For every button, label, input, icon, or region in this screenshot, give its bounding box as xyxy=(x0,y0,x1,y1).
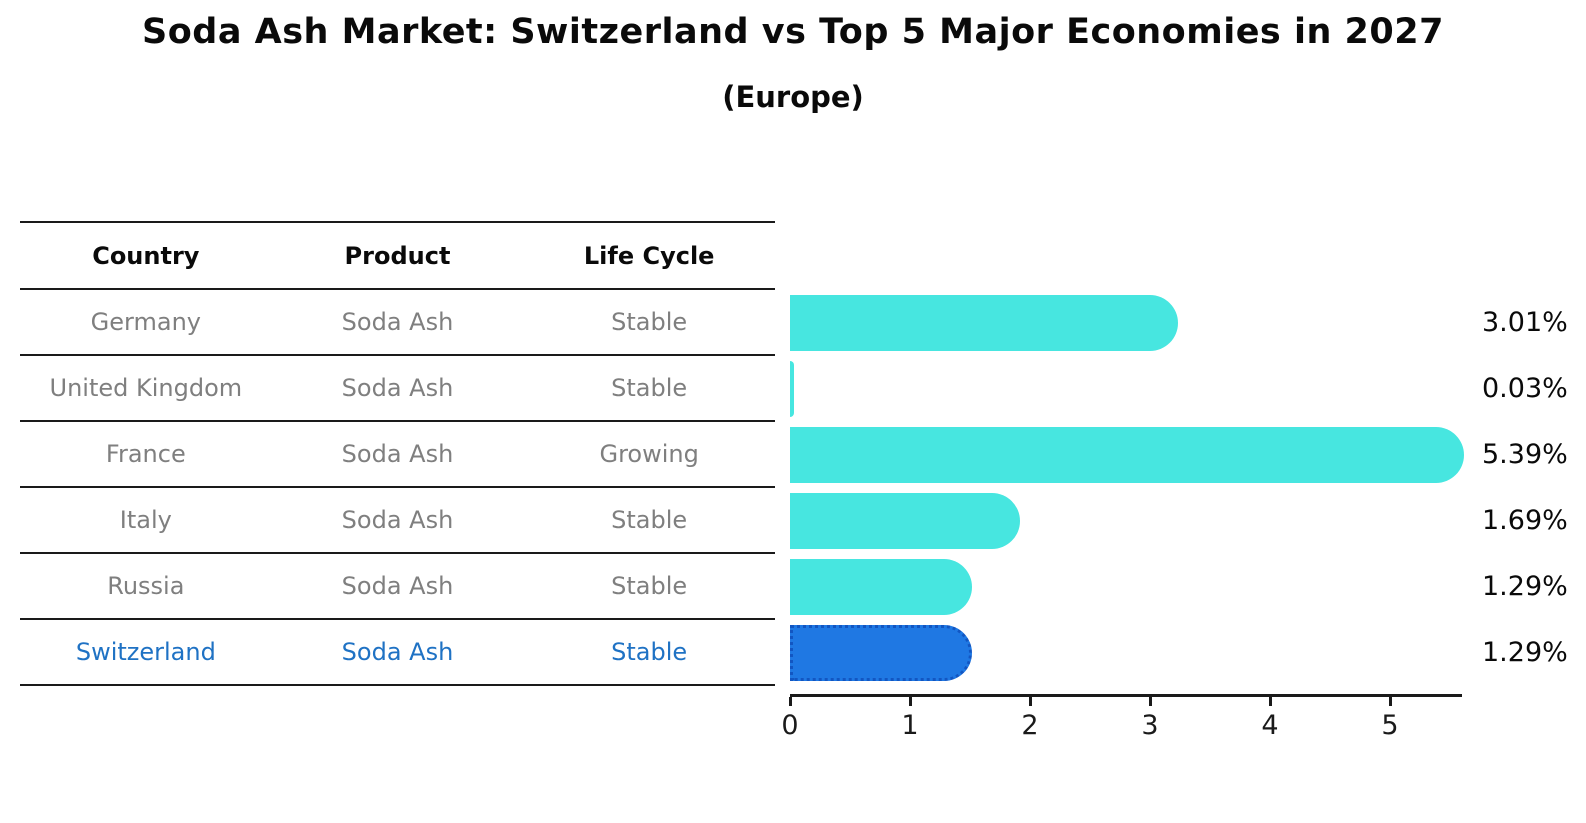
cell-life-cycle: Stable xyxy=(611,308,688,336)
bar-united-kingdom xyxy=(790,361,794,417)
value-label-italy: 1.69% xyxy=(1482,505,1568,536)
x-axis-line xyxy=(790,694,1462,697)
cell-life-cycle: Stable xyxy=(611,506,688,534)
comparison-table: Country Product Life Cycle Germany Soda Ash S… xyxy=(20,221,775,686)
bar-france xyxy=(790,427,1464,483)
x-tick-label-0: 0 xyxy=(781,710,799,741)
x-tick-mark-5 xyxy=(1389,697,1392,706)
cell-country: Switzerland xyxy=(75,638,216,666)
cell-life-cycle: Stable xyxy=(611,638,688,666)
x-tick-label-3: 3 xyxy=(1141,710,1159,741)
chart-title: Soda Ash Market: Switzerland vs Top 5 Ma… xyxy=(142,12,1444,52)
cell-country: Russia xyxy=(107,572,185,600)
table-row-united-kingdom: United Kingdom Soda Ash Stable xyxy=(20,356,775,422)
cell-product: Soda Ash xyxy=(341,374,454,402)
bar-russia xyxy=(790,559,972,615)
table-header-row: Country Product Life Cycle xyxy=(20,223,775,290)
bar-italy xyxy=(790,493,1020,549)
x-tick-label-4: 4 xyxy=(1261,710,1279,741)
cell-product: Soda Ash xyxy=(341,572,454,600)
value-label-germany: 3.01% xyxy=(1482,307,1568,338)
x-tick-mark-0 xyxy=(789,697,792,706)
value-label-france: 5.39% xyxy=(1482,439,1568,470)
cell-product: Soda Ash xyxy=(341,638,454,666)
cell-life-cycle: Stable xyxy=(611,572,688,600)
x-tick-mark-1 xyxy=(909,697,912,706)
cell-country: United Kingdom xyxy=(49,374,243,402)
column-header-life-cycle: Life Cycle xyxy=(583,241,715,270)
cell-life-cycle: Growing xyxy=(599,440,699,468)
table-row-switzerland: Switzerland Soda Ash Stable xyxy=(20,620,775,686)
x-tick-label-1: 1 xyxy=(901,710,919,741)
x-tick-mark-4 xyxy=(1269,697,1272,706)
x-tick-label-2: 2 xyxy=(1021,710,1039,741)
cell-product: Soda Ash xyxy=(341,506,454,534)
column-header-product: Product xyxy=(344,241,451,270)
cell-product: Soda Ash xyxy=(341,440,454,468)
value-label-switzerland: 1.29% xyxy=(1482,637,1568,668)
cell-life-cycle: Stable xyxy=(611,374,688,402)
cell-country: Germany xyxy=(90,308,201,336)
table-row-france: France Soda Ash Growing xyxy=(20,422,775,488)
x-tick-mark-3 xyxy=(1149,697,1152,706)
chart-subtitle: (Europe) xyxy=(722,80,864,114)
cell-country: France xyxy=(105,440,186,468)
x-tick-label-5: 5 xyxy=(1381,710,1399,741)
bar-switzerland xyxy=(790,625,972,681)
value-label-united-kingdom: 0.03% xyxy=(1482,373,1568,404)
value-label-russia: 1.29% xyxy=(1482,571,1568,602)
column-header-country: Country xyxy=(92,241,200,270)
table-row-germany: Germany Soda Ash Stable xyxy=(20,290,775,356)
table-row-russia: Russia Soda Ash Stable xyxy=(20,554,775,620)
cell-country: Italy xyxy=(119,506,172,534)
cell-product: Soda Ash xyxy=(341,308,454,336)
x-tick-mark-2 xyxy=(1029,697,1032,706)
table-row-italy: Italy Soda Ash Stable xyxy=(20,488,775,554)
bar-germany xyxy=(790,295,1179,351)
